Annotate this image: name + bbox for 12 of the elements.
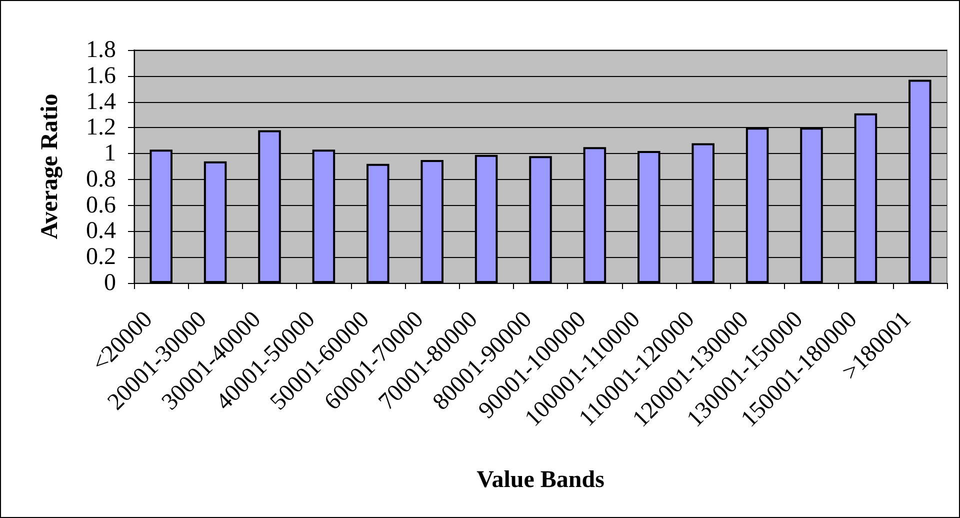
y-tick-label: 0 — [104, 270, 116, 296]
y-tick-label: 0.2 — [86, 244, 116, 270]
y-tick-label: 1.2 — [86, 114, 116, 141]
x-axis-title: Value Bands — [476, 467, 604, 493]
y-tick-label: 1.6 — [86, 62, 116, 89]
y-tick-label: 0.4 — [86, 218, 116, 244]
y-axis-title: Average Ratio — [37, 94, 63, 240]
y-tick-label: 1.4 — [86, 88, 116, 115]
y-tick-label: 0.8 — [86, 166, 116, 192]
y-tick-label: 1.8 — [86, 37, 116, 63]
y-tick-label: 0.6 — [86, 192, 116, 218]
y-tick-label: 1 — [104, 140, 116, 167]
